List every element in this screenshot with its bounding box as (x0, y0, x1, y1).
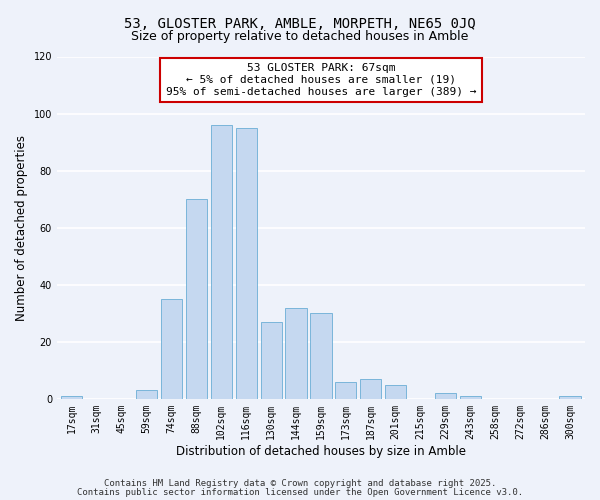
Bar (236, 128, 257, 399)
Bar (335, 382, 356, 399)
Text: Contains public sector information licensed under the Open Government Licence v3: Contains public sector information licen… (77, 488, 523, 497)
Bar (460, 396, 481, 399)
Text: 53 GLOSTER PARK: 67sqm
← 5% of detached houses are smaller (19)
95% of semi-deta: 53 GLOSTER PARK: 67sqm ← 5% of detached … (166, 64, 476, 96)
Bar (161, 299, 182, 399)
Text: 53, GLOSTER PARK, AMBLE, MORPETH, NE65 0JQ: 53, GLOSTER PARK, AMBLE, MORPETH, NE65 0… (124, 18, 476, 32)
Bar (310, 313, 332, 399)
Bar (286, 308, 307, 399)
Bar (136, 390, 157, 399)
Bar (186, 199, 207, 399)
Text: Size of property relative to detached houses in Amble: Size of property relative to detached ho… (131, 30, 469, 43)
Bar (260, 322, 282, 399)
Bar (435, 393, 456, 399)
Bar (360, 379, 382, 399)
Bar (211, 125, 232, 399)
Bar (61, 396, 82, 399)
Bar (385, 384, 406, 399)
Bar (559, 396, 581, 399)
Text: Contains HM Land Registry data © Crown copyright and database right 2025.: Contains HM Land Registry data © Crown c… (104, 479, 496, 488)
Y-axis label: Number of detached properties: Number of detached properties (15, 134, 28, 320)
X-axis label: Distribution of detached houses by size in Amble: Distribution of detached houses by size … (176, 444, 466, 458)
